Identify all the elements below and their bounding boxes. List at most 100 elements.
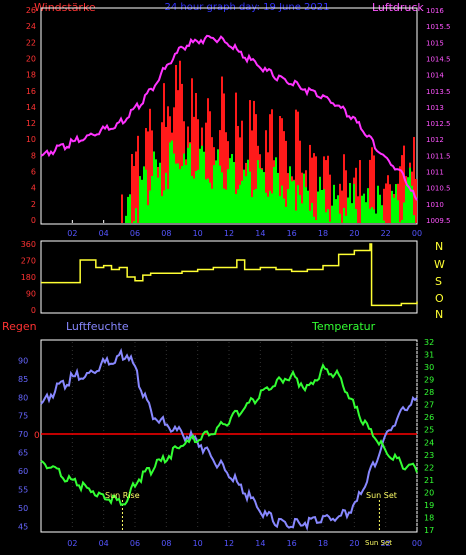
wind-peak-bar [403,145,405,223]
wind-peak-bar [181,83,183,223]
wind-mean-bar [177,163,179,223]
wind-mean-bar [405,185,407,223]
wind-peak-bar [209,111,211,223]
wind-mean-bar [279,196,281,223]
wind-mean-bar [413,215,415,223]
wind-peak-bar [205,122,207,223]
pressure-tick-label: 1014.5 [426,55,451,63]
x-tick-label: 12 [224,229,234,238]
wind-mean-bar [399,222,401,223]
wind-peak-bar [167,106,169,223]
wind-mean-bar [129,194,131,223]
wind-mean-bar [185,164,187,223]
wind-mean-bar [401,219,403,223]
wind-mean-bar [281,185,283,223]
wind-mean-bar [151,176,153,223]
wind-peak-bar [265,130,267,223]
wind-mean-bar [395,184,397,223]
direction-line [41,243,418,307]
x-tick-label: 10 [193,229,203,238]
sunset-annotation: Sun Set [366,491,397,500]
wind-peak-bar [343,154,345,223]
wind-mean-bar [209,182,211,223]
wind-mean-bar [299,195,301,223]
direction-tick-label: 270 [21,257,36,266]
wind-mean-bar [197,169,199,223]
wind-mean-bar [293,180,295,223]
wind-mean-bar [265,192,267,223]
wind-mean-bar [233,162,235,223]
temperature-tick-label: 32 [424,338,434,347]
wind-peak-bar [329,174,331,223]
wind-mean-bar [345,215,347,223]
wind-peak-bar [249,100,251,223]
wind-peak-bar [345,170,347,223]
wind-panel-frame [40,7,418,225]
wind-mean-bar [179,169,181,223]
wind-mean-bar [263,172,265,223]
wind-mean-bar [157,177,159,223]
wind-mean-bar [239,184,241,223]
pressure-line [40,34,418,201]
temperature-tick-label: 22 [424,463,434,472]
wind-mean-bar [217,149,219,223]
wind-mean-bar [397,200,399,223]
wind-mean-bar [183,153,185,223]
wind-tick-label: 22 [26,38,36,47]
wind-tick-label: 12 [26,119,36,128]
humidity-tick-label: 70 [18,430,28,439]
pressure-tick-label: 1015.5 [426,23,451,31]
wind-peak-bar [359,160,361,223]
x-tick-label-bottom: 06 [130,539,140,548]
wind-mean-bar [127,196,129,223]
wind-mean-bar [317,191,319,223]
wind-mean-bar [135,208,137,223]
wind-mean-bar [261,169,263,223]
wind-mean-bar [253,189,255,223]
x-tick-label: 02 [67,229,77,238]
direction-panel-frame [40,240,418,314]
wind-mean-bar [353,183,355,223]
wind-peak-bar [297,111,299,223]
humidity-tick-label: 75 [18,412,28,421]
wind-mean-bar [193,178,195,223]
wind-mean-bar [255,188,257,223]
wind-peak-bar [389,184,391,223]
wind-peak-bar [311,157,313,223]
wind-peak-bar [241,120,243,223]
wind-mean-bar [165,172,167,223]
wind-peak-bar [131,154,133,223]
wind-mean-bar [271,193,273,223]
sunrise-annotation: Sun Rise [105,491,140,500]
wind-peak-bar [383,188,385,223]
wind-mean-bar [409,167,411,223]
temperature-tick-label: 29 [424,376,434,385]
humidity-tick-label: 55 [18,485,28,494]
wind-mean-bar [267,196,269,223]
wind-mean-bar [361,195,363,223]
wind-mean-bar [303,173,305,223]
wind-mean-bar [215,160,217,223]
wind-peak-bar [283,131,285,223]
humidity-tick-label: 65 [18,449,28,458]
wind-tick-label: 14 [26,103,36,112]
wind-peak-bar [271,109,273,223]
x-tick-label-bottom: 02 [67,539,77,548]
x-tick-label: 14 [255,229,265,238]
wind-mean-bar [189,143,191,223]
wind-tick-label: 4 [31,184,36,193]
wind-peak-bar [269,114,271,223]
wind-mean-bar [277,172,279,223]
wind-mean-bar [133,221,135,223]
wind-mean-bar [305,187,307,223]
x-tick-label-bottom: 16 [287,539,297,548]
wind-mean-bar [313,216,315,223]
pressure-tick-label: 1009.5 [426,217,451,225]
wind-mean-bar [275,157,277,223]
wind-mean-bar [171,140,173,223]
wind-mean-bar [403,202,405,223]
wind-mean-bar [297,185,299,223]
wind-peak-bar [253,100,255,223]
wind-mean-bar [237,189,239,223]
